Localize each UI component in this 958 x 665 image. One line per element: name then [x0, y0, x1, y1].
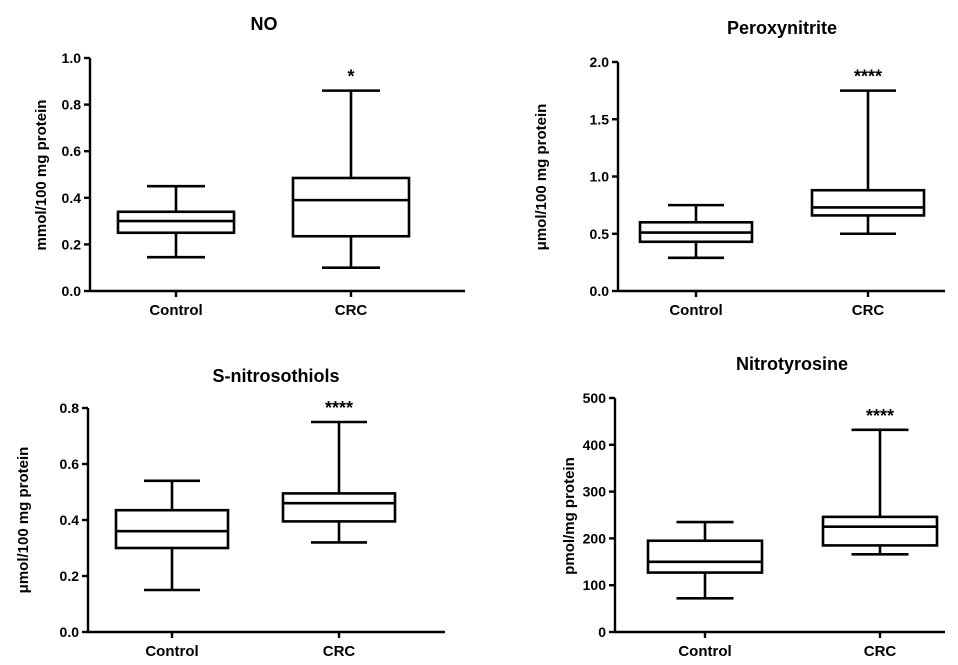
box-plot-control: [114, 479, 230, 592]
iqr-box: [281, 492, 397, 523]
chart-panel-1: NO mmol/100 mg protein 0.0 0.2 0.4 0.6 0.8 1.0 C…: [33, 14, 465, 319]
y-tick-label: 2.0: [590, 54, 610, 70]
x-tick-label: CRC: [323, 643, 356, 660]
y-tick-label: 0.0: [590, 283, 610, 299]
significance-marker: ****: [325, 398, 353, 418]
box-plot-control: [646, 520, 764, 600]
y-tick-label: 0.5: [590, 226, 610, 242]
y-tick-label: 0.0: [60, 624, 80, 640]
box-plot-crc: ****: [810, 67, 926, 236]
y-tick-label: 0: [598, 624, 606, 640]
x-tick-label: CRC: [335, 302, 368, 319]
x-tick-label: CRC: [852, 302, 885, 319]
iqr-box: [114, 508, 230, 550]
x-tick-label: Control: [149, 302, 202, 319]
significance-marker: ****: [866, 406, 894, 426]
y-tick-label: 0.6: [60, 456, 80, 472]
box-plot-control: [116, 184, 236, 259]
y-axis-label: μmol/100 mg protein: [15, 447, 32, 594]
iqr-box: [810, 188, 926, 217]
iqr-box: [821, 515, 939, 547]
y-tick-label: 1.0: [62, 50, 82, 66]
y-tick-label: 1.0: [590, 169, 610, 185]
iqr-box: [646, 539, 764, 574]
y-tick-label: 0.2: [60, 568, 80, 584]
chart-title: NO: [251, 14, 278, 34]
chart-panel-4: Nitrotyrosine pmol/mg protein 0 100 200 300 40…: [561, 354, 945, 660]
y-tick-label: 200: [583, 530, 607, 546]
box-plot-crc: ****: [281, 398, 397, 544]
iqr-box: [291, 176, 411, 238]
y-tick-label: 0.8: [62, 97, 82, 113]
y-tick-label: 500: [583, 390, 607, 406]
chart-title: Nitrotyrosine: [736, 354, 848, 374]
y-tick-label: 1.5: [590, 111, 610, 127]
x-tick-label: Control: [678, 643, 731, 660]
chart-panel-2: Peroxynitrite μmol/100 mg protein 0.0 0.5 1.…: [533, 18, 945, 319]
x-tick-label: CRC: [864, 643, 897, 660]
y-tick-label: 0.4: [62, 190, 82, 206]
y-tick-label: 300: [583, 484, 607, 500]
x-tick-label: Control: [145, 643, 198, 660]
x-tick-label: Control: [669, 302, 722, 319]
y-tick-label: 0.4: [60, 512, 80, 528]
box-plot-crc: *: [291, 67, 411, 270]
box-plot-crc: ****: [821, 406, 939, 556]
box-plot-control: [638, 203, 754, 260]
y-tick-label: 0.2: [62, 236, 82, 252]
y-axis-label: μmol/100 mg protein: [533, 104, 550, 251]
y-tick-label: 400: [583, 437, 607, 453]
y-tick-label: 0.6: [62, 143, 82, 159]
significance-marker: *: [347, 67, 354, 87]
y-tick-label: 0.0: [62, 283, 82, 299]
significance-marker: ****: [854, 67, 882, 87]
chart-title: S-nitrosothiols: [213, 366, 340, 386]
y-axis-label: pmol/mg protein: [561, 457, 578, 575]
y-tick-label: 100: [583, 577, 607, 593]
chart-title: Peroxynitrite: [727, 18, 837, 38]
y-axis-label: mmol/100 mg protein: [33, 100, 50, 251]
chart-panel-3: S-nitrosothiols μmol/100 mg protein 0.0 0.2…: [15, 366, 445, 660]
y-tick-label: 0.8: [60, 400, 80, 416]
